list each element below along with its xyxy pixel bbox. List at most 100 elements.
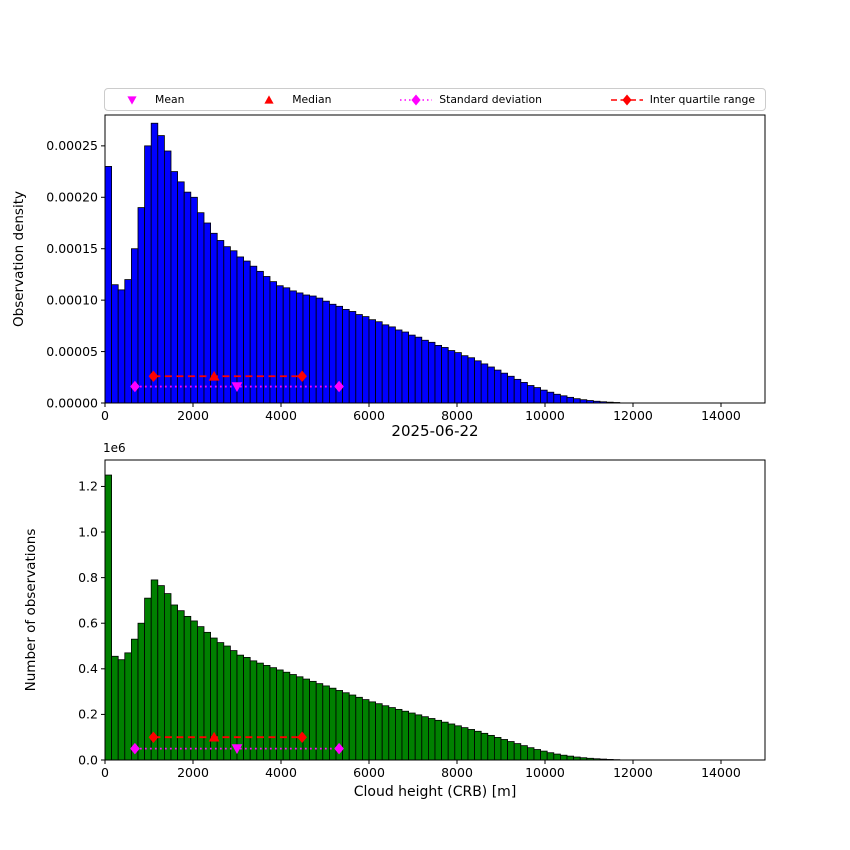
histogram-bar (170, 171, 178, 404)
histogram-bar (130, 638, 139, 761)
y-tick-label: 0.8 (78, 570, 98, 585)
histogram-bar (348, 694, 357, 761)
histogram-bar (223, 246, 231, 404)
histogram-bar (328, 303, 337, 404)
histogram-bar (111, 284, 119, 404)
x-tick-label: 0 (101, 765, 109, 780)
histogram-bar (388, 326, 396, 404)
histogram-bar (216, 642, 225, 761)
x-tick-label: 12000 (613, 408, 653, 423)
histogram-bar (414, 336, 423, 404)
histogram-bar (454, 725, 462, 761)
histogram-bar (348, 311, 357, 404)
histogram-bar (117, 659, 126, 761)
histogram-bar (322, 300, 330, 404)
histogram-bar (467, 729, 475, 761)
median-marker-icon (264, 94, 274, 104)
histogram-bar (124, 652, 132, 761)
histogram-bar (566, 755, 574, 761)
y-tick-label: 0.00000 (46, 395, 98, 410)
std-low-marker (130, 380, 140, 393)
histogram-bar (480, 732, 489, 761)
q3-marker (297, 370, 307, 383)
histogram-bar (520, 382, 528, 404)
histogram-bar (493, 369, 502, 404)
x-tick-label: 6000 (353, 408, 385, 423)
x-tick-label: 10000 (525, 408, 565, 423)
histogram-bar (394, 708, 403, 761)
y-axis-label-density: Observation density (11, 191, 27, 327)
histogram-bar (401, 331, 409, 404)
y-tick-label: 0.6 (78, 616, 98, 631)
histogram-bar (104, 474, 112, 761)
histogram-bar (513, 743, 522, 761)
histogram-bar (295, 676, 304, 761)
legend-item-standard-deviation: Standard deviation (399, 93, 542, 107)
chart-1: 0 2000 4000 6000 8000 10000 12000 14000 0.0 0.2 0.… (78, 459, 766, 780)
mean-marker (231, 382, 243, 392)
histogram-bar (190, 196, 198, 404)
histogram-bar (513, 378, 522, 404)
histogram-bar (507, 375, 515, 404)
histogram-bar (196, 626, 205, 761)
histogram-bar (460, 727, 469, 761)
histogram-bar (520, 745, 528, 761)
x-tick-label: 10000 (525, 765, 565, 780)
histogram-bar (454, 352, 462, 404)
histogram-bar (117, 289, 126, 404)
axes-frame (104, 114, 766, 404)
histogram-bar (427, 718, 436, 761)
axes-frame (104, 459, 766, 761)
histogram-bar (111, 655, 119, 761)
histogram-bar (527, 747, 535, 761)
y-tick-label: 0.00010 (46, 292, 98, 307)
q3-marker (297, 731, 307, 743)
histogram-bar (262, 665, 271, 761)
histogram-bar (507, 741, 515, 761)
histogram-bar (229, 650, 238, 761)
histogram-bar (276, 669, 284, 761)
y-tick-label: 0.00005 (46, 344, 98, 359)
histogram-bar (500, 372, 508, 404)
histogram-bar (315, 297, 324, 404)
histogram-bar (289, 674, 297, 761)
histogram-bar (408, 712, 416, 761)
std-high-marker (334, 742, 344, 755)
y-tick-label: 1.0 (78, 524, 98, 539)
histogram-bar (236, 654, 244, 761)
histogram-bar (540, 389, 548, 404)
histogram-bar (421, 339, 429, 404)
histogram-bar (566, 396, 574, 404)
legend-item-median: Median (252, 93, 331, 107)
histogram-bar (560, 395, 568, 404)
y-axis-label-counts: Number of observations (23, 528, 39, 692)
x-tick-label: 4000 (265, 765, 297, 780)
histogram-bar (124, 279, 132, 404)
histogram-bar (500, 739, 508, 761)
histogram-bar (381, 705, 390, 761)
histogram-bar (190, 620, 198, 761)
mean-marker-icon (127, 95, 137, 105)
histogram-bar (487, 734, 495, 761)
std-high-marker (334, 380, 344, 393)
histogram-bar (375, 703, 383, 761)
histogram-bar (342, 692, 350, 761)
histogram-bar (560, 754, 568, 761)
y-tick-label: 0.2 (78, 707, 98, 722)
histogram-bar (487, 366, 495, 404)
histogram-bar (157, 135, 165, 404)
histogram-bar (434, 344, 442, 404)
histogram-bar (546, 391, 555, 404)
legend-item-inter-quartile-range: Inter quartile range (610, 93, 755, 107)
y-tick-label: 0.00020 (46, 190, 98, 205)
histogram-bar (262, 276, 271, 404)
histogram-bar (150, 122, 159, 404)
histogram-bar (196, 212, 205, 404)
histogram-bar (467, 357, 475, 404)
histogram-bar (361, 699, 370, 761)
mean-marker (231, 744, 243, 755)
histogram-bar (130, 248, 139, 404)
histogram-bar (177, 181, 185, 404)
histogram-bar (414, 714, 423, 761)
histogram-bar (546, 752, 555, 761)
